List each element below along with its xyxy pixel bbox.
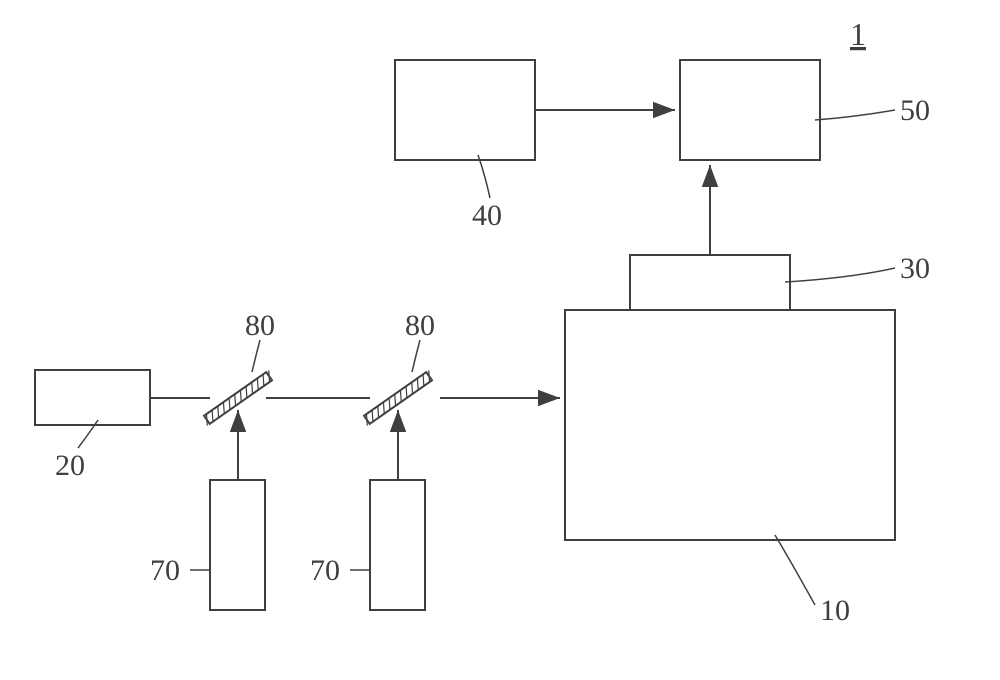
block-diagram: 1 10 20 30 40 50 70 70 80 80 — [0, 0, 1000, 680]
label-l50: 50 — [900, 94, 930, 127]
label-l70b: 70 — [310, 554, 340, 587]
label-l10: 10 — [820, 594, 850, 627]
label-l30: 30 — [900, 252, 930, 285]
block-b40 — [395, 60, 535, 160]
label-l20: 20 — [55, 449, 85, 482]
label-l40: 40 — [472, 199, 502, 232]
block-b20 — [35, 370, 150, 425]
label-l70a: 70 — [150, 554, 180, 587]
figure-title: 1 — [850, 16, 866, 52]
label-l80b: 80 — [405, 309, 435, 342]
block-b70a — [210, 480, 265, 610]
block-b10 — [565, 310, 895, 540]
block-b50 — [680, 60, 820, 160]
block-b30 — [630, 255, 790, 310]
block-b70b — [370, 480, 425, 610]
label-l80a: 80 — [245, 309, 275, 342]
